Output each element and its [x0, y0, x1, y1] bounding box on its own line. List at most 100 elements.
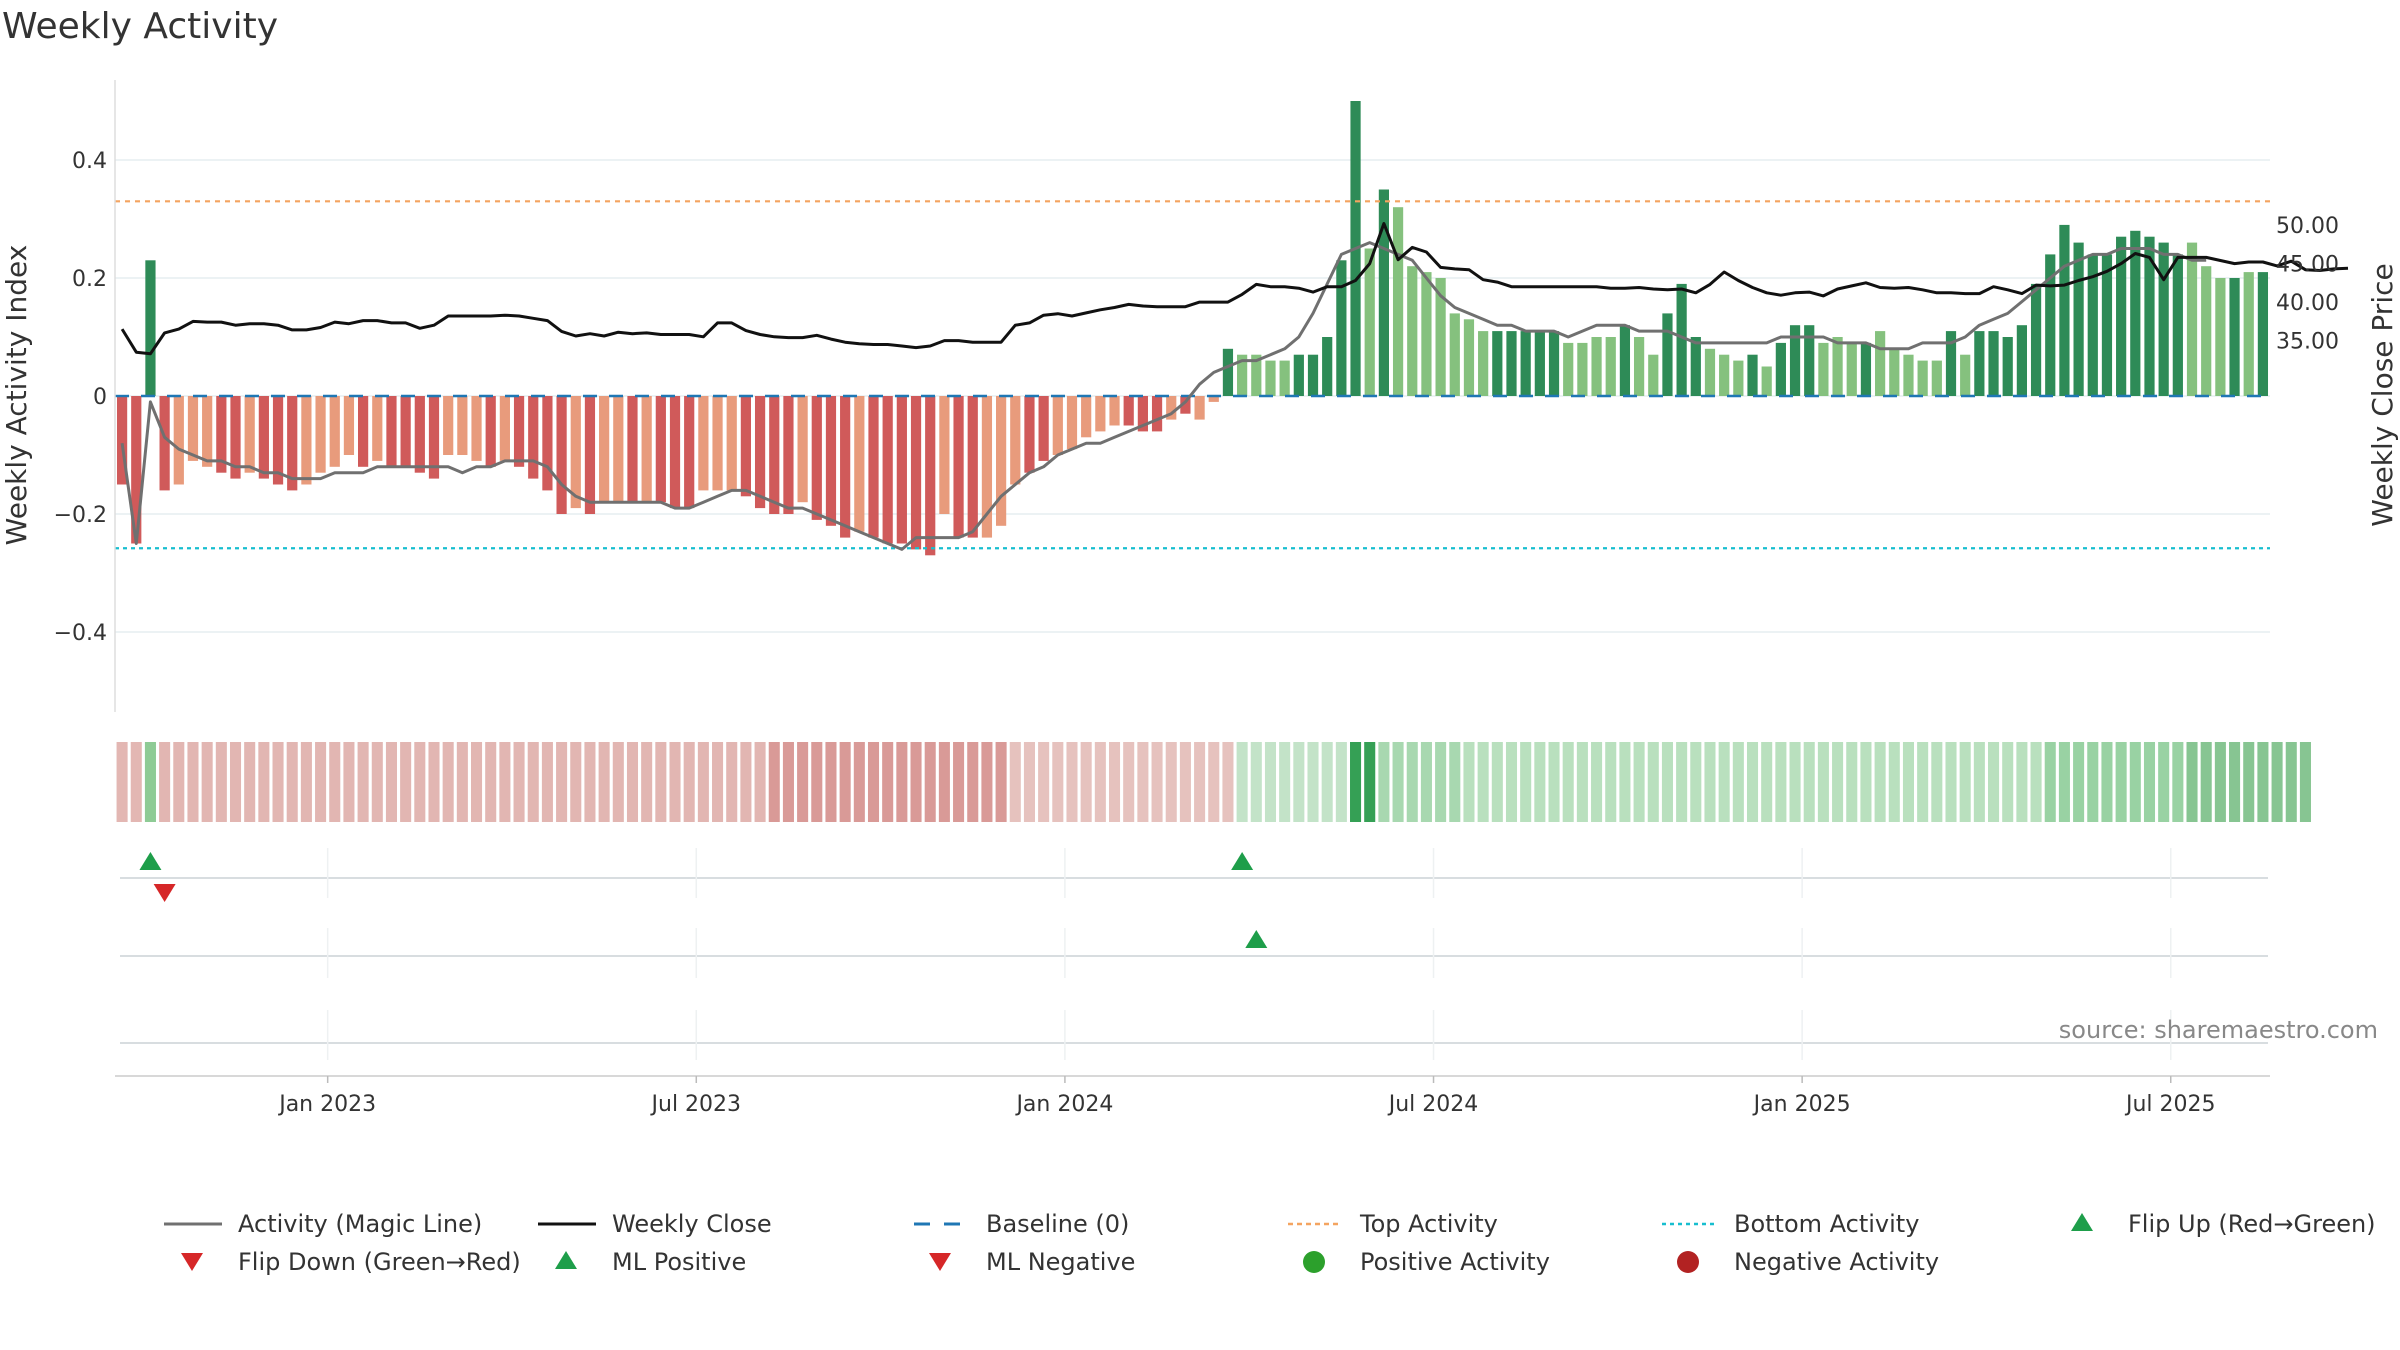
band-cell	[2285, 742, 2297, 822]
activity-bar	[1875, 331, 1886, 396]
activity-bar	[1194, 396, 1205, 420]
legend-label: ML Positive	[612, 1248, 746, 1276]
activity-bar	[1435, 278, 1446, 396]
band-cell	[1846, 742, 1858, 822]
band-cell	[1775, 742, 1787, 822]
band-cell	[1222, 742, 1234, 822]
band-cell	[1264, 742, 1277, 822]
activity-bar	[570, 396, 581, 509]
activity-bar	[783, 396, 794, 514]
activity-bar	[1789, 325, 1801, 396]
activity-bar	[1931, 360, 1942, 396]
series-lines	[120, 222, 2349, 551]
activity-bar	[499, 396, 510, 461]
activity-bar	[1066, 396, 1078, 450]
activity-band-strip	[116, 742, 2311, 822]
x-tick-label: Jan 2025	[1752, 1092, 1851, 1117]
activity-bar	[1407, 266, 1418, 396]
band-cell	[2158, 742, 2170, 822]
band-cell	[442, 742, 454, 822]
band-cell	[1350, 742, 1362, 822]
band-cell	[173, 742, 185, 822]
activity-bar	[882, 396, 893, 544]
band-cell	[853, 742, 865, 822]
activity-bar	[1548, 331, 1560, 396]
activity-bar	[669, 396, 681, 509]
band-cell	[187, 742, 199, 822]
band-cell	[400, 742, 412, 822]
band-cell	[1023, 742, 1035, 822]
activity-bar	[556, 396, 567, 514]
activity-bar	[1123, 396, 1134, 426]
band-cell	[697, 742, 709, 822]
band-cell	[130, 742, 142, 822]
activity-bar	[1974, 331, 1985, 396]
activity-bar	[1591, 337, 1602, 396]
band-cell	[1080, 742, 1092, 822]
band-cell	[1832, 742, 1844, 822]
activity-bar	[1690, 337, 1701, 396]
band-cell	[1973, 742, 1985, 822]
activity-bar	[2002, 337, 2013, 396]
band-cell	[768, 742, 780, 822]
band-cell	[2229, 742, 2241, 822]
band-cell	[1902, 742, 1914, 822]
band-cell	[1279, 742, 1291, 822]
band-cell	[244, 742, 256, 822]
activity-bar	[1846, 342, 1857, 396]
band-cell	[2002, 742, 2014, 822]
legend-label: Bottom Activity	[1734, 1210, 1919, 1238]
y-left-tick-label: 0	[93, 385, 107, 410]
band-cell	[272, 742, 284, 822]
activity-bar	[216, 396, 227, 473]
band-cell	[2243, 742, 2255, 822]
band-cell	[1789, 742, 1801, 822]
band-cell	[329, 742, 341, 822]
activity-bar	[1860, 342, 1872, 396]
band-cell	[1661, 742, 1673, 822]
band-cell	[1548, 742, 1560, 822]
legend-swatch-ml-negative	[929, 1253, 951, 1271]
activity-bar	[2016, 325, 2027, 396]
activity-bar	[1151, 396, 1163, 432]
activity-bar	[2087, 254, 2098, 396]
legend-label: Positive Activity	[1360, 1248, 1550, 1276]
activity-bar	[1577, 342, 1588, 396]
activity-bar	[939, 396, 950, 514]
band-cell	[1619, 742, 1631, 822]
band-cell	[1817, 742, 1829, 822]
band-cell	[584, 742, 596, 822]
activity-bar	[2116, 236, 2127, 396]
band-cell	[867, 742, 880, 822]
activity-bar	[868, 396, 879, 538]
band-cell	[1633, 742, 1645, 822]
activity-bar	[967, 396, 978, 538]
band-cell	[1591, 742, 1603, 822]
activity-bar	[584, 396, 596, 514]
activity-bar	[1917, 360, 1928, 396]
activity-bar	[2045, 254, 2056, 396]
band-cell	[1917, 742, 1929, 822]
activity-bar	[1903, 354, 1914, 396]
activity-bar	[1775, 342, 1786, 396]
band-cell	[371, 742, 383, 822]
band-cell	[357, 742, 369, 822]
band-cell	[258, 742, 270, 822]
activity-bar	[131, 396, 142, 544]
band-cell	[1137, 742, 1149, 822]
activity-bar	[1648, 354, 1659, 396]
band-cell	[428, 742, 440, 822]
band-cell	[1406, 742, 1418, 822]
activity-bar	[684, 396, 695, 509]
band-cell	[2087, 742, 2099, 822]
activity-bar	[457, 396, 468, 455]
activity-bar	[896, 396, 907, 544]
y-left-tick-label: 0.2	[72, 267, 107, 292]
activity-bar	[811, 396, 822, 520]
band-cell	[1151, 742, 1163, 822]
activity-bar	[1251, 354, 1262, 396]
band-cell	[1392, 742, 1404, 822]
band-cell	[2129, 742, 2141, 822]
activity-bar	[1265, 360, 1276, 396]
